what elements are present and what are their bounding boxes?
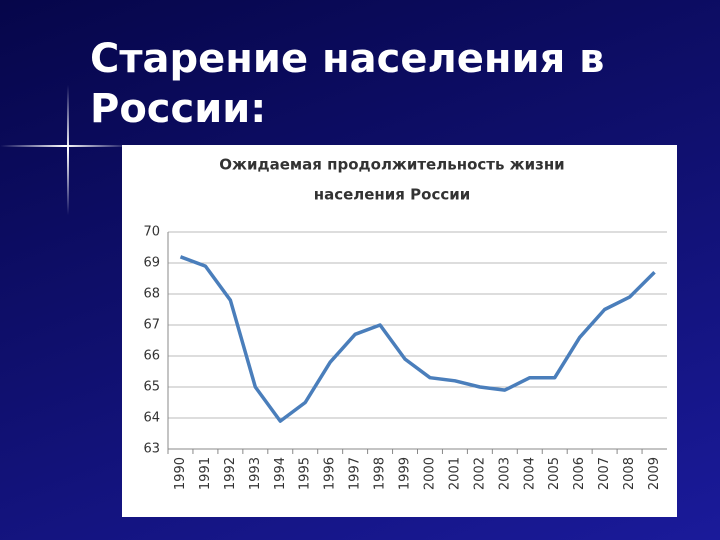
x-tick-label: 2004 — [522, 457, 537, 490]
slide-title: Старение населения в — [90, 36, 605, 82]
y-tick-label: 67 — [143, 318, 160, 333]
y-tick-label: 66 — [143, 349, 160, 364]
x-tick-label: 1991 — [198, 457, 213, 490]
x-tick-label: 2005 — [547, 457, 562, 490]
x-tick-label: 2007 — [597, 457, 612, 490]
y-tick-label: 69 — [143, 256, 160, 271]
x-tick-label: 1995 — [298, 457, 313, 490]
y-tick-label: 64 — [143, 411, 160, 426]
x-tick-label: 1996 — [323, 457, 338, 490]
y-tick-label: 68 — [143, 287, 160, 302]
x-tick-label: 1998 — [373, 457, 388, 490]
x-tick-label: 2006 — [572, 457, 587, 490]
x-tick-label: 1999 — [398, 457, 413, 490]
decor-hline — [0, 145, 130, 147]
x-tick-label: 2009 — [647, 457, 662, 490]
slide-title: России: — [90, 86, 267, 132]
x-tick-label: 1993 — [248, 457, 263, 490]
x-tick-label: 1997 — [348, 457, 363, 490]
x-tick-label: 2000 — [422, 457, 437, 490]
chart-title: населения России — [314, 186, 471, 204]
x-tick-label: 2001 — [447, 457, 462, 490]
y-tick-label: 63 — [143, 442, 160, 457]
x-tick-label: 2002 — [472, 457, 487, 490]
y-tick-label: 70 — [143, 225, 160, 240]
decor-vline — [67, 85, 69, 215]
x-tick-label: 2003 — [497, 457, 512, 490]
x-tick-label: 1990 — [173, 457, 188, 490]
x-tick-label: 2008 — [622, 457, 637, 490]
line — [179, 255, 656, 423]
x-tick-label: 1994 — [273, 457, 288, 490]
chart-title: Ожидаемая продолжительность жизни — [219, 156, 564, 174]
chart: Ожидаемая продолжительность жизни населе… — [122, 145, 677, 517]
y-tick-label: 65 — [143, 380, 160, 395]
x-tick-label: 1992 — [223, 457, 238, 490]
